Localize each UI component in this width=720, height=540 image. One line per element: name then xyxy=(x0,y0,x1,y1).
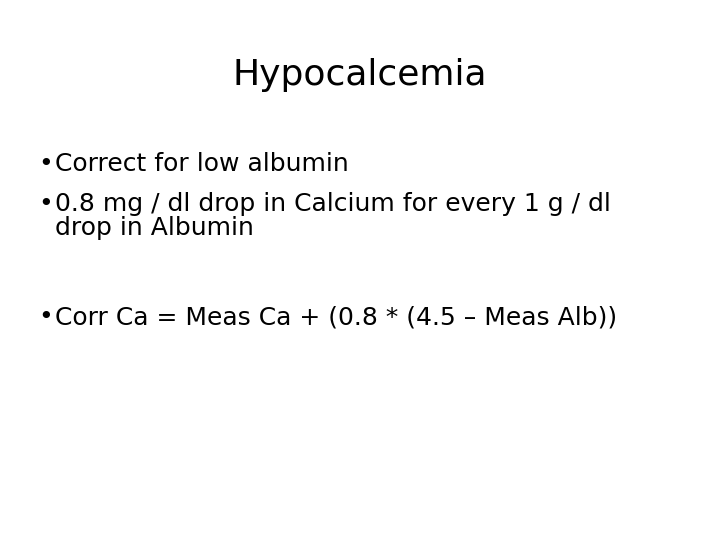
Text: drop in Albumin: drop in Albumin xyxy=(55,217,254,240)
Text: •: • xyxy=(38,192,53,216)
Text: Hypocalcemia: Hypocalcemia xyxy=(233,58,487,92)
Text: •: • xyxy=(38,152,53,176)
Text: •: • xyxy=(38,305,53,329)
Text: Corr Ca = Meas Ca + (0.8 * (4.5 – Meas Alb)): Corr Ca = Meas Ca + (0.8 * (4.5 – Meas A… xyxy=(55,305,617,329)
Text: 0.8 mg / dl drop in Calcium for every 1 g / dl: 0.8 mg / dl drop in Calcium for every 1 … xyxy=(55,192,611,216)
Text: Correct for low albumin: Correct for low albumin xyxy=(55,152,348,176)
